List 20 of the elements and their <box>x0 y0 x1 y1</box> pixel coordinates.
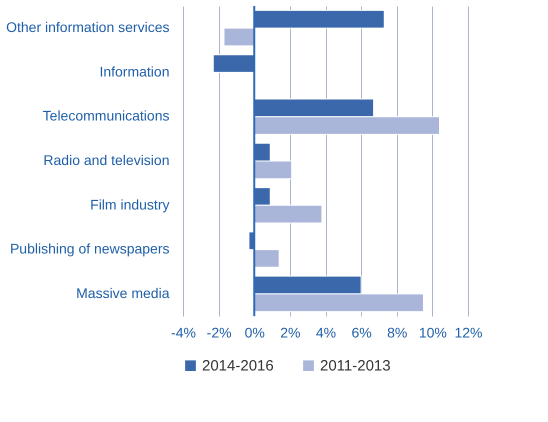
x-tick-label: 6% <box>352 324 372 340</box>
x-tick-label: 10% <box>418 324 447 340</box>
x-tick-label: 2% <box>280 324 300 340</box>
y-tick-label: Information <box>99 63 170 80</box>
legend-label: 2014-2016 <box>202 358 274 375</box>
y-tick-label: Other information services <box>6 19 170 36</box>
bar <box>223 28 255 46</box>
y-tick-label: Radio and television <box>43 152 170 168</box>
x-tick-label: -4% <box>171 324 196 340</box>
y-tick-label: Telecommunications <box>42 108 170 124</box>
y-tick-label: Massive media <box>76 284 170 301</box>
x-tick-label: 12% <box>454 324 483 340</box>
x-tick-label: -2% <box>206 324 232 340</box>
y-tick-label: Publishing of newspapers <box>10 240 170 257</box>
x-tick-label: 0% <box>244 324 265 340</box>
x-tick-label: 4% <box>316 324 336 340</box>
bar <box>254 249 280 268</box>
legend-label: 2011-2013 <box>320 358 391 375</box>
x-tick-label: 8% <box>387 324 408 340</box>
y-tick-label: Film industry <box>90 196 170 212</box>
